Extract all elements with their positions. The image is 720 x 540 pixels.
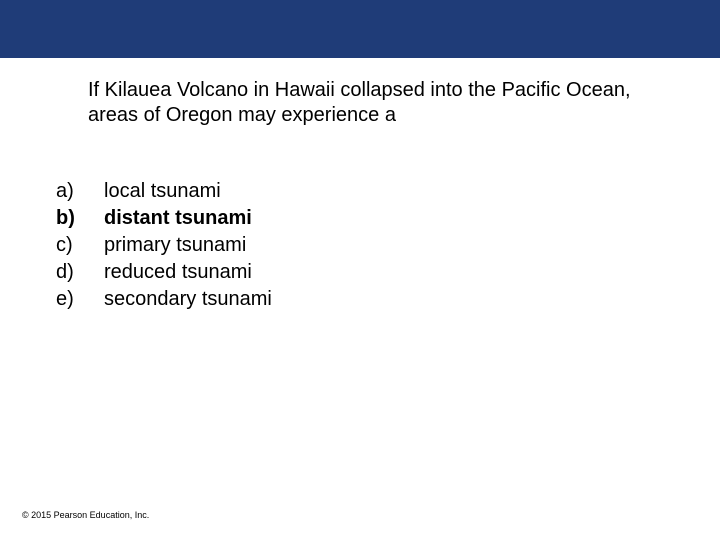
choice-d: d) reduced tsunami (50, 259, 272, 286)
choice-text: local tsunami (104, 178, 221, 205)
choice-c: c) primary tsunami (50, 232, 272, 259)
choice-text: reduced tsunami (104, 259, 252, 286)
choice-text: primary tsunami (104, 232, 246, 259)
choice-letter: a) (50, 178, 104, 205)
choice-b: b) distant tsunami (50, 205, 272, 232)
choice-text: secondary tsunami (104, 286, 272, 313)
choices-list: a) local tsunami b) distant tsunami c) p… (50, 178, 272, 313)
choice-e: e) secondary tsunami (50, 286, 272, 313)
choice-letter: e) (50, 286, 104, 313)
question-text: If Kilauea Volcano in Hawaii collapsed i… (88, 78, 664, 128)
choice-text: distant tsunami (104, 205, 252, 232)
choice-letter: d) (50, 259, 104, 286)
choice-letter: b) (50, 205, 104, 232)
header-bar (0, 0, 720, 58)
choice-letter: c) (50, 232, 104, 259)
copyright-text: © 2015 Pearson Education, Inc. (22, 510, 149, 520)
choice-a: a) local tsunami (50, 178, 272, 205)
